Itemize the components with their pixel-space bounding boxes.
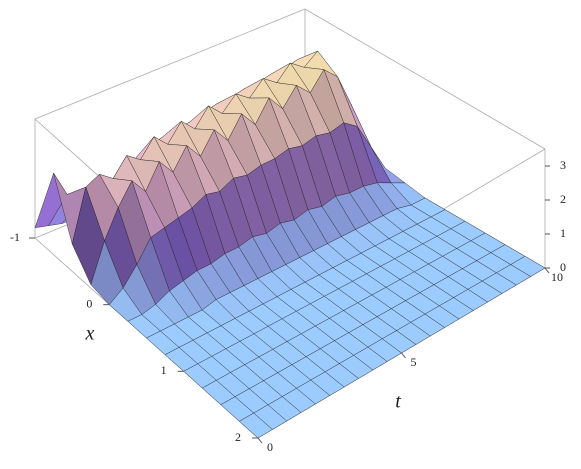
t-tick xyxy=(544,267,550,274)
t-axis-label: t xyxy=(395,391,401,413)
x-tick-label: 1 xyxy=(161,363,167,377)
z-tick-label: 2 xyxy=(560,192,566,206)
x-axis-label: x xyxy=(85,323,95,345)
box-edge xyxy=(304,8,546,150)
t-tick-label: 5 xyxy=(411,355,417,369)
x-tick-label: 0 xyxy=(86,296,92,310)
t-tick-label: 10 xyxy=(551,270,563,284)
box-edge xyxy=(34,8,306,120)
z-tick-label: 3 xyxy=(560,158,566,172)
surface-patch xyxy=(238,412,273,439)
surface xyxy=(34,50,546,439)
x-tick-label: 2 xyxy=(235,430,241,444)
z-tick-label: 1 xyxy=(560,226,566,240)
t-tick xyxy=(401,352,406,359)
t-tick xyxy=(257,437,263,444)
z-tick-label: 0 xyxy=(560,260,566,274)
x-tick-label: -1 xyxy=(10,230,20,244)
t-tick-label: 0 xyxy=(267,440,273,454)
